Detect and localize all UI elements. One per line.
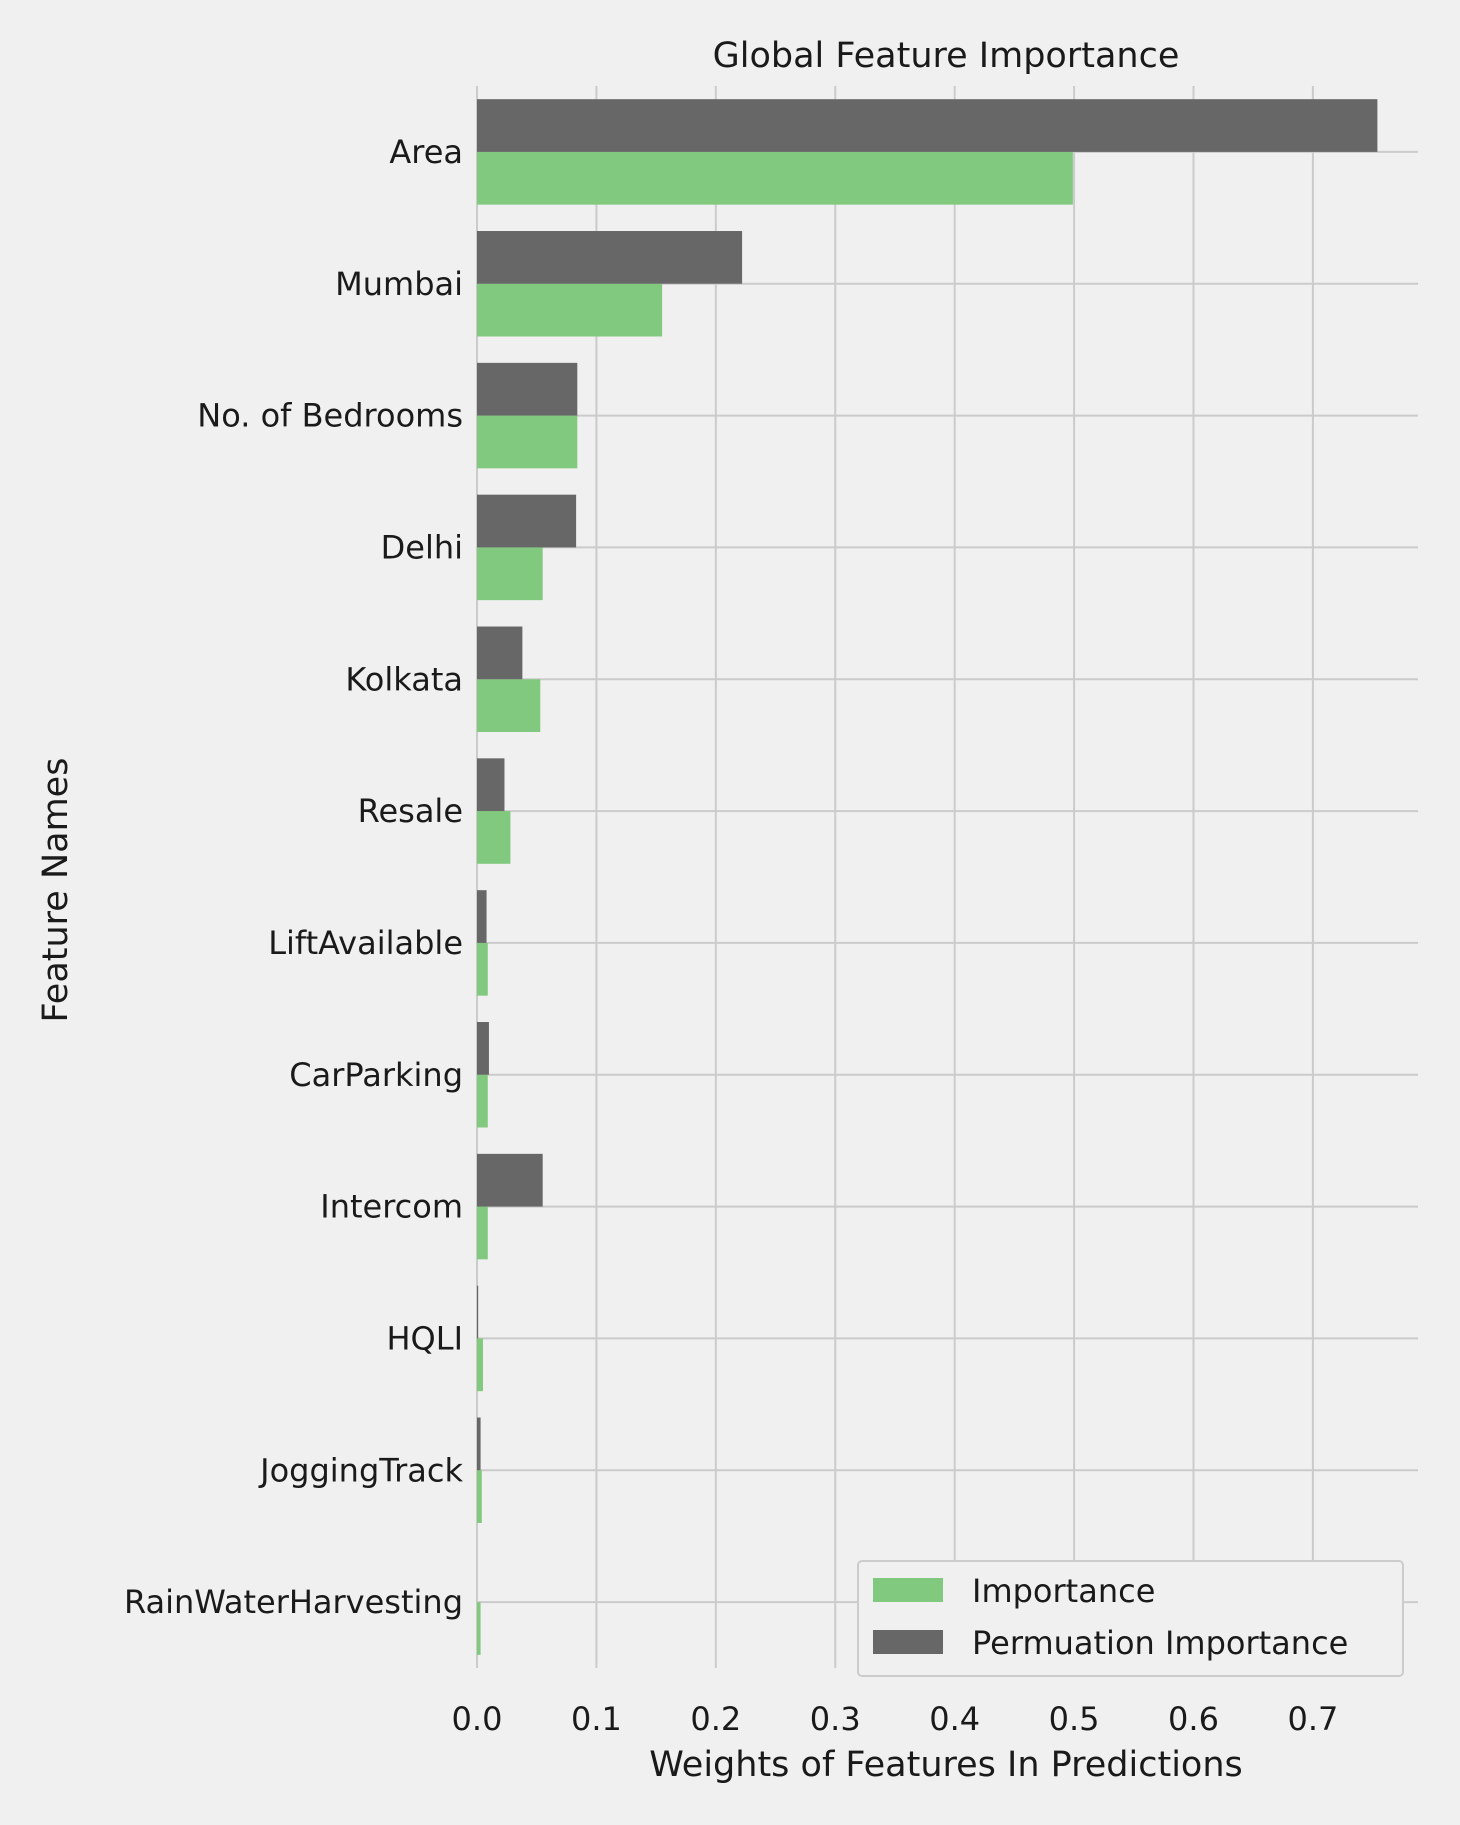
bar-importance [477,1074,488,1128]
chart-title: Global Feature Importance [713,36,1180,76]
bar-importance [477,1206,488,1260]
y-tick-label: No. of Bedrooms [197,397,463,435]
x-tick-label: 0.3 [810,1700,861,1738]
bars [477,99,1378,1655]
x-tick-label: 0.7 [1287,1700,1338,1738]
x-tick-label: 0.4 [929,1700,980,1738]
y-tick-label: Delhi [381,528,463,566]
bar-importance [477,942,488,996]
x-tick-label: 0.6 [1168,1700,1219,1738]
legend: Importance Permuation Importance [857,1560,1404,1677]
bar-permutation-importance [477,494,577,548]
bar-importance [477,151,1073,205]
bar-importance [477,547,543,601]
legend-swatch-importance [873,1578,943,1602]
x-axis-label: Weights of Features In Predictions [649,1745,1243,1785]
bar-importance [477,1602,481,1655]
bar-importance [477,1338,483,1392]
bar-permutation-importance [477,1417,481,1471]
bar-permutation-importance [477,758,505,812]
y-axis-label: Feature Names [36,758,76,1023]
x-tick-label: 0.2 [690,1700,741,1738]
y-tick-label: Area [389,133,463,171]
x-tick-labels: 0.0 0.1 0.2 0.3 0.4 0.5 0.6 0.7 [452,1700,1339,1738]
bar-permutation-importance [477,1153,543,1207]
y-tick-label: Mumbai [335,265,463,303]
bar-permutation-importance [477,362,578,416]
y-tick-label: CarParking [289,1056,463,1094]
y-tick-label: JoggingTrack [258,1451,463,1489]
bar-importance [477,679,541,732]
bar-importance [477,1470,482,1523]
bar-permutation-importance [477,1022,489,1075]
y-tick-label: RainWaterHarvesting [124,1583,463,1621]
y-tick-label: Resale [358,792,463,830]
bar-importance [477,283,663,337]
legend-swatch-permutation-importance [873,1630,943,1654]
legend-box [857,1560,1404,1677]
y-tick-label: LiftAvailable [268,924,463,962]
y-tick-label: HQLI [386,1319,463,1357]
x-tick-label: 0.5 [1049,1700,1100,1738]
legend-label-importance: Importance [972,1572,1155,1610]
y-tick-labels: Area Mumbai No. of Bedrooms Delhi Kolkata Res… [124,133,464,1621]
bar-importance [477,415,578,469]
y-tick-label: Kolkata [345,660,463,698]
x-tick-label: 0.0 [452,1700,503,1738]
bar-permutation-importance [477,1285,479,1339]
bar-permutation-importance [477,231,743,284]
bar-importance [477,811,511,864]
x-tick-label: 0.1 [571,1700,622,1738]
legend-label-permutation-importance: Permuation Importance [972,1624,1348,1662]
bar-permutation-importance [477,99,1378,152]
bar-permutation-importance [477,626,523,680]
y-tick-label: Intercom [320,1188,463,1226]
bar-permutation-importance [477,890,487,943]
